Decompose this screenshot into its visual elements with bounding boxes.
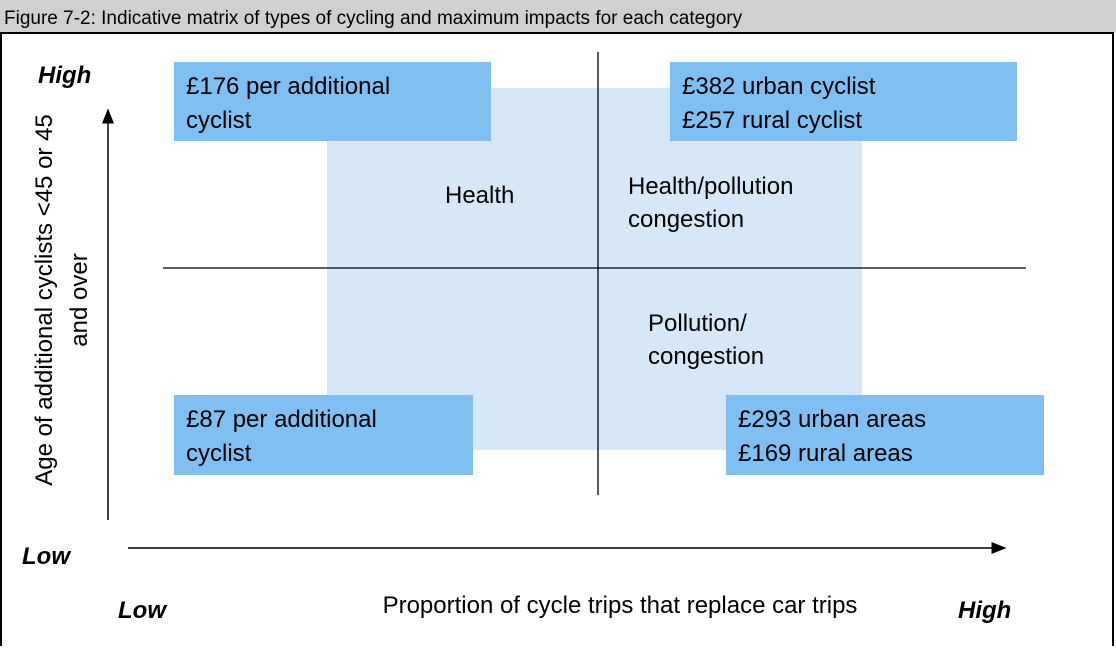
quadrant-label: congestion <box>648 343 764 370</box>
value-box <box>174 395 473 475</box>
x-label: Proportion of cycle trips that replace c… <box>383 592 858 619</box>
y-high: High <box>38 62 91 89</box>
caption-bar <box>0 0 1116 33</box>
box-text: £382 urban cyclist <box>682 73 876 100</box>
frame <box>0 32 1114 651</box>
box-text: cyclist <box>186 107 252 134</box>
box-text: £293 urban areas <box>738 406 926 433</box>
box-text: £87 per additional <box>186 406 377 433</box>
value-box <box>670 62 1017 141</box>
box-text: £169 rural areas <box>738 440 913 467</box>
quadrant-label: congestion <box>628 206 744 233</box>
y-label: Age of additional cyclists <45 or 45 <box>31 114 58 486</box>
box-text: cyclist <box>186 440 252 467</box>
quadrant-label: Health/pollution <box>628 173 793 200</box>
box-text: £257 rural cyclist <box>682 107 862 134</box>
x-low: Low <box>118 597 167 624</box>
x-high: High <box>958 597 1011 624</box>
y-label: and over <box>66 253 93 346</box>
quadrant-label: Health <box>445 182 514 209</box>
box-text: £176 per additional <box>186 73 390 100</box>
y-low: Low <box>22 543 71 570</box>
value-box <box>174 62 491 141</box>
caption: Figure 7-2: Indicative matrix of types o… <box>4 8 743 29</box>
quadrant-label: Pollution/ <box>648 310 747 337</box>
value-box <box>726 395 1044 475</box>
center-area <box>327 88 862 450</box>
